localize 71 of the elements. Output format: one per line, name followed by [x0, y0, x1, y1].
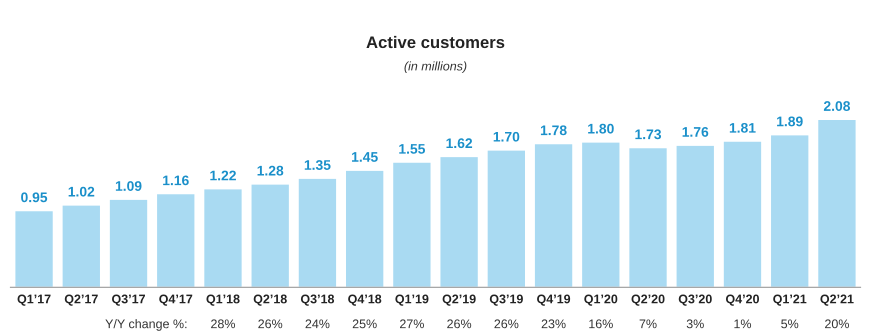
data-label: 1.22	[210, 170, 236, 180]
x-tick-label: Q3’19	[490, 294, 523, 306]
x-tick-label: Q2’17	[64, 294, 98, 306]
data-label: 1.70	[494, 132, 520, 142]
x-tick-label: Q4’20	[726, 294, 759, 306]
text: 25%	[352, 319, 377, 328]
bar	[816, 118, 857, 288]
text: 3%	[686, 319, 704, 328]
x-tick-label: Q4’17	[159, 294, 192, 306]
x-tick-label: Q2’18	[254, 294, 287, 306]
bar	[770, 134, 810, 288]
data-label: 1.28	[258, 166, 284, 176]
data-label: 1.81	[730, 122, 756, 133]
x-tick-label: Q3’20	[678, 294, 712, 306]
text: 1%	[734, 319, 752, 328]
x-tick-label: Q2’20	[632, 294, 665, 306]
bar	[250, 183, 290, 288]
x-tick-label: Q2’19	[442, 294, 476, 306]
bar	[534, 142, 574, 288]
data-label: 1.16	[163, 175, 189, 186]
data-label: 1.35	[304, 160, 331, 170]
x-tick-label: Q1’20	[584, 294, 618, 306]
data-label: 1.76	[682, 126, 708, 137]
bar	[202, 188, 244, 288]
data-label: 1.89	[777, 116, 803, 126]
text: 5%	[781, 319, 798, 328]
data-label: 1.55	[399, 144, 426, 154]
data-label: 1.73	[635, 129, 662, 140]
x-tick-label: Q2’21	[820, 294, 854, 306]
text: 23%	[542, 319, 566, 328]
x-tick-label: Q1’17	[18, 294, 51, 306]
bar	[156, 192, 196, 288]
data-label: 1.62	[446, 138, 472, 148]
bar	[486, 149, 526, 288]
bar	[108, 198, 149, 288]
bar	[628, 146, 668, 288]
text: 20%	[825, 319, 849, 328]
text: 26%	[494, 319, 518, 328]
data-label: 1.02	[68, 186, 94, 197]
x-tick-label: Q1’18	[206, 294, 240, 306]
bar	[61, 204, 102, 288]
x-tick-label: Q3’17	[112, 294, 145, 306]
x-tick-label: Q1’21	[773, 294, 806, 306]
text: 28%	[211, 319, 236, 328]
bar	[722, 140, 763, 288]
data-label: 0.95	[21, 192, 48, 202]
data-label: 1.78	[540, 125, 567, 136]
text: Y/Y change %:	[105, 319, 186, 331]
text: 24%	[306, 319, 330, 328]
text: 26%	[447, 319, 472, 328]
bar	[344, 169, 385, 288]
data-label: 1.45	[352, 152, 378, 162]
x-tick-label: Q4’18	[348, 294, 382, 306]
bar	[439, 156, 480, 288]
text: 16%	[589, 319, 613, 328]
bar	[14, 210, 54, 288]
x-tick-label: Q4’19	[537, 294, 570, 306]
bar	[675, 144, 716, 288]
x-tick-label: Q3’18	[300, 294, 334, 306]
bar	[392, 161, 432, 288]
text: 7%	[640, 319, 657, 328]
data-label: 1.09	[116, 181, 142, 191]
chart-subtitle: (in millions)	[404, 61, 466, 74]
bar	[580, 141, 621, 288]
data-label: 2.08	[824, 101, 850, 111]
text: 26%	[258, 319, 282, 328]
x-tick-label: Q1’19	[395, 294, 428, 306]
bar	[297, 178, 338, 288]
data-label: 1.80	[588, 124, 614, 134]
text: 27%	[400, 319, 424, 328]
chart-title: Active customers	[366, 36, 504, 48]
